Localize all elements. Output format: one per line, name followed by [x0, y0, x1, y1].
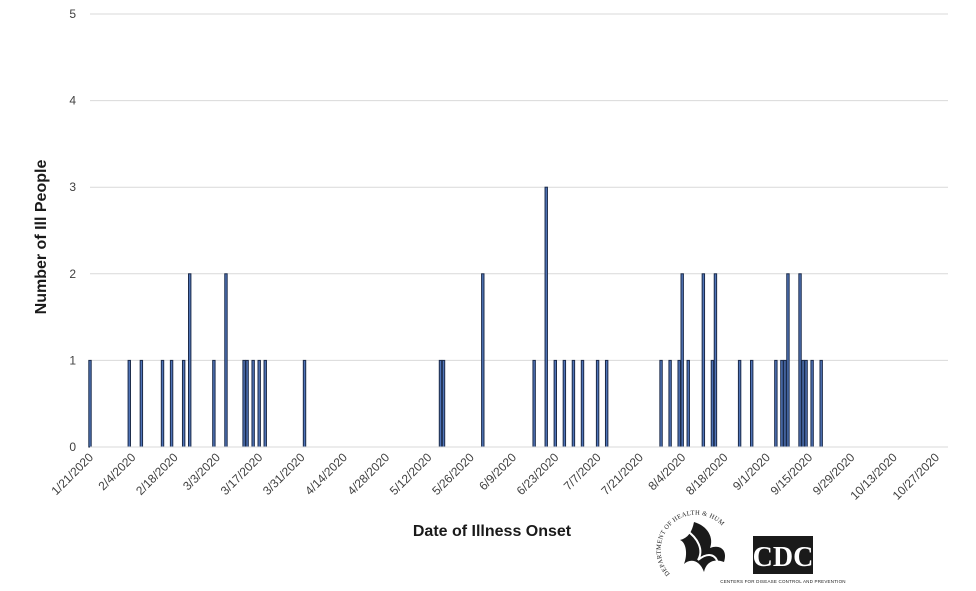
x-tick-label: 1/21/2020 — [48, 450, 96, 498]
bar — [783, 359, 787, 448]
bar — [798, 273, 802, 448]
bar — [713, 273, 718, 448]
x-tick-label: 5/26/2020 — [429, 450, 477, 498]
cdc-logo-subtext: CENTERS FOR DISEASE CONTROL AND PREVENTI… — [720, 579, 846, 584]
bar — [169, 359, 174, 448]
bar — [595, 359, 600, 448]
bar — [680, 273, 684, 448]
hhs-logo: DEPARTMENT OF HEALTH & HUMAN SERVICES US… — [655, 510, 725, 578]
cdc-logo-text: CDC — [753, 542, 814, 573]
cdc-logo: CDC CENTERS FOR DISEASE CONTROL AND PREV… — [720, 536, 846, 584]
x-tick-label: 7/21/2020 — [598, 450, 646, 498]
bar — [710, 359, 715, 448]
x-tick-label: 8/18/2020 — [683, 450, 731, 498]
bar — [441, 359, 446, 448]
x-tick-label: 2/4/2020 — [95, 450, 138, 493]
y-axis-ticks: 0 1 2 3 4 5 — [69, 7, 76, 454]
x-tick-label: 3/17/2020 — [218, 450, 266, 498]
bar — [242, 359, 246, 448]
x-tick-label: 9/1/2020 — [730, 450, 773, 493]
x-tick-label: 4/14/2020 — [302, 450, 350, 498]
bar — [804, 359, 808, 448]
bar — [659, 359, 663, 448]
bar — [245, 359, 249, 448]
bar — [571, 359, 576, 448]
bar — [224, 273, 228, 448]
x-tick-label: 10/27/2020 — [890, 450, 943, 503]
y-tick-label: 2 — [69, 267, 76, 281]
bar — [251, 359, 255, 448]
x-tick-label: 6/9/2020 — [476, 450, 519, 493]
bar — [819, 359, 823, 448]
bar — [127, 359, 131, 448]
bar — [668, 359, 672, 448]
bar — [786, 273, 790, 448]
y-tick-label: 1 — [69, 353, 76, 367]
x-tick-label: 3/3/2020 — [180, 450, 223, 493]
y-tick-label: 3 — [69, 180, 76, 194]
bar — [749, 359, 754, 448]
bar — [188, 273, 192, 448]
bar — [562, 359, 567, 448]
x-tick-label: 8/4/2020 — [645, 450, 688, 493]
bar — [181, 359, 186, 448]
bar — [780, 359, 784, 448]
y-tick-label: 0 — [69, 440, 76, 454]
bar — [438, 359, 443, 448]
y-tick-label: 5 — [69, 7, 76, 21]
x-axis-title: Date of Illness Onset — [413, 523, 572, 540]
bar — [544, 186, 548, 448]
bar — [701, 273, 706, 448]
bar — [553, 359, 557, 448]
gridlines — [90, 13, 948, 361]
bar — [139, 359, 144, 448]
bar — [302, 359, 307, 448]
x-tick-label: 6/23/2020 — [514, 450, 562, 498]
bar — [774, 359, 778, 448]
bar — [263, 359, 267, 448]
x-tick-label: 2/18/2020 — [133, 450, 181, 498]
x-tick-label: 7/7/2020 — [561, 450, 604, 493]
bars — [88, 186, 823, 448]
bar — [160, 359, 165, 448]
x-tick-label: 3/31/2020 — [260, 450, 308, 498]
y-tick-label: 4 — [69, 94, 76, 108]
x-tick-label: 9/15/2020 — [768, 450, 816, 498]
x-tick-label: 5/12/2020 — [387, 450, 435, 498]
bar — [677, 359, 681, 448]
x-tick-label: 4/28/2020 — [345, 450, 393, 498]
bar — [88, 359, 92, 448]
bar — [212, 359, 216, 448]
bar — [810, 359, 814, 448]
bar — [257, 359, 261, 448]
bar — [580, 359, 585, 448]
bar — [686, 359, 690, 448]
y-axis-title: Number of Ill People — [33, 160, 50, 315]
bar — [801, 359, 805, 448]
bar — [604, 359, 609, 448]
bar — [481, 273, 485, 448]
bar — [737, 359, 742, 448]
bar — [532, 359, 536, 448]
